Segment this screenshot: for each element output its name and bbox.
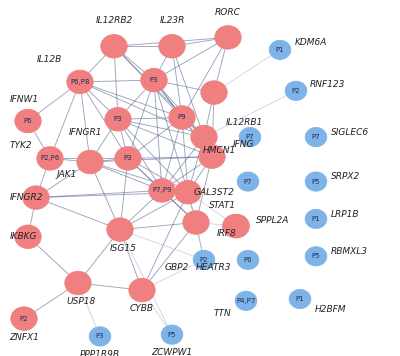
Text: RNF123: RNF123 <box>310 80 345 89</box>
Circle shape <box>305 247 327 266</box>
Text: IRF8: IRF8 <box>217 229 237 239</box>
Circle shape <box>149 179 175 202</box>
Circle shape <box>129 278 155 302</box>
Text: P3: P3 <box>114 116 122 122</box>
Circle shape <box>223 214 249 238</box>
Text: P3: P3 <box>96 334 104 339</box>
Circle shape <box>305 209 327 229</box>
Circle shape <box>77 150 103 174</box>
Circle shape <box>169 106 195 129</box>
Text: P9: P9 <box>178 115 186 120</box>
Circle shape <box>65 271 91 295</box>
Text: P1: P1 <box>276 47 284 53</box>
Text: P2,P6: P2,P6 <box>40 156 60 161</box>
Text: PPP1R9B: PPP1R9B <box>80 350 120 356</box>
Circle shape <box>159 35 185 58</box>
Circle shape <box>105 108 131 131</box>
Text: USP18: USP18 <box>66 297 96 306</box>
Text: P5: P5 <box>312 179 320 184</box>
Text: H2BFM: H2BFM <box>315 305 347 314</box>
Text: KDM6A: KDM6A <box>295 38 328 47</box>
Text: IL12B: IL12B <box>37 55 62 64</box>
Circle shape <box>175 180 201 204</box>
Text: GBP2: GBP2 <box>164 263 189 272</box>
Circle shape <box>305 127 327 147</box>
Text: RORC: RORC <box>215 8 241 17</box>
Text: P1: P1 <box>312 216 320 222</box>
Circle shape <box>215 26 241 49</box>
Text: IFNW1: IFNW1 <box>10 95 39 104</box>
Text: IFNG: IFNG <box>233 140 255 149</box>
Text: IL12RB1: IL12RB1 <box>226 118 263 127</box>
Text: TTN: TTN <box>214 309 231 318</box>
Circle shape <box>223 214 249 238</box>
Text: JAK1: JAK1 <box>57 170 77 179</box>
Text: P6: P6 <box>244 257 252 263</box>
Circle shape <box>23 186 49 209</box>
Circle shape <box>15 225 41 248</box>
Text: ZNFX1: ZNFX1 <box>9 333 39 342</box>
Text: P7,P9: P7,P9 <box>152 188 172 193</box>
Text: P6: P6 <box>24 118 32 124</box>
Text: IKBKG: IKBKG <box>10 232 38 241</box>
Text: P5: P5 <box>312 253 320 259</box>
Circle shape <box>305 172 327 191</box>
Circle shape <box>115 147 141 170</box>
Circle shape <box>67 70 93 94</box>
Text: RBMXL3: RBMXL3 <box>331 247 368 256</box>
Circle shape <box>289 289 311 309</box>
Circle shape <box>141 68 167 92</box>
Circle shape <box>199 145 225 168</box>
Circle shape <box>201 81 227 104</box>
Circle shape <box>237 172 259 191</box>
Text: IL12RB2: IL12RB2 <box>95 16 133 25</box>
Text: P2: P2 <box>200 257 208 263</box>
Text: TYK2: TYK2 <box>10 141 33 151</box>
Circle shape <box>11 307 37 330</box>
Text: SPPL2A: SPPL2A <box>256 216 289 225</box>
Circle shape <box>285 81 307 100</box>
Circle shape <box>107 218 133 241</box>
Text: STAT1: STAT1 <box>209 201 236 210</box>
Text: GAL3ST2: GAL3ST2 <box>193 188 234 198</box>
Text: LRP1B: LRP1B <box>331 210 360 219</box>
Text: P6,P8: P6,P8 <box>70 79 90 85</box>
Circle shape <box>235 291 257 310</box>
Text: SIGLEC6: SIGLEC6 <box>331 128 369 137</box>
Circle shape <box>37 147 63 170</box>
Text: IFNGR2: IFNGR2 <box>10 193 44 202</box>
Text: P3: P3 <box>150 77 158 83</box>
Circle shape <box>237 250 259 269</box>
Circle shape <box>101 35 127 58</box>
Text: HMCN1: HMCN1 <box>203 146 236 155</box>
Text: CYBB: CYBB <box>130 304 154 313</box>
Text: P7: P7 <box>244 179 252 184</box>
Text: SRPX2: SRPX2 <box>331 172 360 182</box>
Text: P3: P3 <box>124 156 132 161</box>
Circle shape <box>191 125 217 149</box>
Circle shape <box>193 250 215 269</box>
Text: P7: P7 <box>312 134 320 140</box>
Text: ISG15: ISG15 <box>110 244 137 252</box>
Circle shape <box>269 40 291 59</box>
Text: HEATR3: HEATR3 <box>196 263 231 272</box>
Text: P2: P2 <box>20 316 28 321</box>
Circle shape <box>161 325 183 344</box>
Text: P1: P1 <box>296 296 304 302</box>
Text: P2: P2 <box>292 88 300 94</box>
Text: ZCWPW1: ZCWPW1 <box>151 348 193 356</box>
Text: P7: P7 <box>246 134 254 140</box>
Text: P4,P7: P4,P7 <box>236 298 256 304</box>
Circle shape <box>239 127 261 147</box>
Circle shape <box>89 327 111 346</box>
Circle shape <box>15 109 41 133</box>
Circle shape <box>183 211 209 234</box>
Text: IL23R: IL23R <box>159 16 185 25</box>
Text: P5: P5 <box>168 332 176 337</box>
Text: IFNGR1: IFNGR1 <box>68 128 102 137</box>
